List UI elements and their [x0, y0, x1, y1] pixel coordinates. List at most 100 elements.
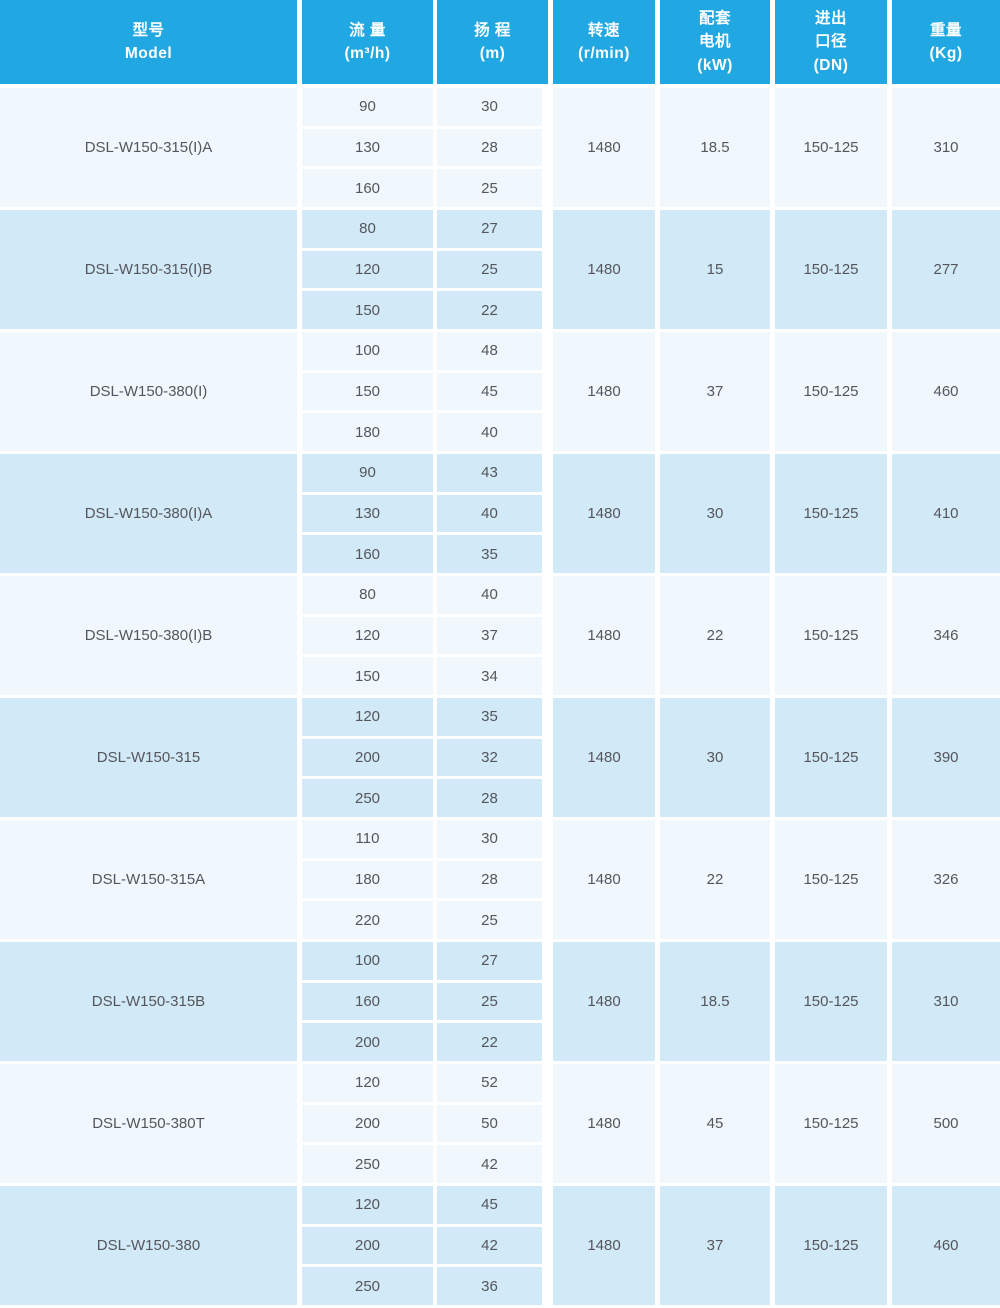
flow-cell: 120 [302, 1064, 433, 1102]
dn-cell: 150-125 [775, 820, 887, 939]
motor-cell: 37 [660, 332, 770, 451]
flow-cell: 120 [302, 1186, 433, 1224]
dn-cell: 150-125 [775, 454, 887, 573]
dn-cell: 150-125 [775, 88, 887, 207]
table-header-row: 型号 Model 流 量 (m³/h) 扬 程 (m) 转速 (r/min) 配… [0, 0, 1000, 84]
head-cell: 42 [437, 1226, 542, 1265]
weight-cell: 326 [892, 820, 1000, 939]
motor-cell: 45 [660, 1064, 770, 1183]
flow-cell: 160 [302, 982, 433, 1021]
speed-cell: 1480 [553, 942, 655, 1061]
flow-cell: 130 [302, 128, 433, 167]
speed-cell: 1480 [553, 1064, 655, 1183]
head-cell: 52 [437, 1064, 542, 1102]
weight-cell: 410 [892, 454, 1000, 573]
head-cell: 25 [437, 901, 542, 939]
head-cell: 42 [437, 1145, 542, 1183]
table-row: DSL-W150-315A 110 180 220 30 28 25 1480 … [0, 820, 1000, 939]
head-cell: 27 [437, 942, 542, 980]
head-cell: 40 [437, 494, 542, 533]
head-cell: 27 [437, 210, 542, 248]
flow-cell: 100 [302, 332, 433, 370]
table-row: DSL-W150-380 120 200 250 45 42 36 1480 3… [0, 1186, 1000, 1305]
motor-cell: 30 [660, 454, 770, 573]
header-speed: 转速 (r/min) [553, 0, 655, 84]
model-cell: DSL-W150-315B [0, 942, 297, 1061]
table-row: DSL-W150-315 120 200 250 35 32 28 1480 3… [0, 698, 1000, 817]
head-cell: 43 [437, 454, 542, 492]
motor-cell: 37 [660, 1186, 770, 1305]
model-cell: DSL-W150-315(I)B [0, 210, 297, 329]
flow-cell: 120 [302, 698, 433, 736]
flow-cell: 150 [302, 657, 433, 695]
flow-cell: 160 [302, 169, 433, 207]
weight-cell: 346 [892, 576, 1000, 695]
head-cell: 25 [437, 169, 542, 207]
table-row: DSL-W150-380(I)B 80 120 150 40 37 34 148… [0, 576, 1000, 695]
flow-cell: 100 [302, 942, 433, 980]
model-cell: DSL-W150-380(I) [0, 332, 297, 451]
dn-cell: 150-125 [775, 942, 887, 1061]
head-cell: 28 [437, 860, 542, 899]
head-cell: 35 [437, 535, 542, 573]
dn-cell: 150-125 [775, 1186, 887, 1305]
header-flow: 流 量 (m³/h) [302, 0, 433, 84]
header-weight: 重量 (Kg) [892, 0, 1000, 84]
flow-cell: 120 [302, 250, 433, 289]
flow-cell: 80 [302, 576, 433, 614]
model-cell: DSL-W150-315(I)A [0, 88, 297, 207]
flow-cell: 200 [302, 738, 433, 777]
speed-cell: 1480 [553, 576, 655, 695]
table-row: DSL-W150-315(I)A 90 130 160 30 28 25 148… [0, 88, 1000, 207]
header-motor: 配套 电机 (kW) [660, 0, 770, 84]
weight-cell: 500 [892, 1064, 1000, 1183]
model-cell: DSL-W150-380(I)B [0, 576, 297, 695]
flow-cell: 180 [302, 413, 433, 451]
header-dn: 进出 口径 (DN) [775, 0, 887, 84]
head-cell: 48 [437, 332, 542, 370]
table-row: DSL-W150-380(I)A 90 130 160 43 40 35 148… [0, 454, 1000, 573]
head-cell: 35 [437, 698, 542, 736]
head-cell: 34 [437, 657, 542, 695]
dn-cell: 150-125 [775, 698, 887, 817]
head-cell: 22 [437, 291, 542, 329]
speed-cell: 1480 [553, 210, 655, 329]
speed-cell: 1480 [553, 1186, 655, 1305]
flow-cell: 90 [302, 88, 433, 126]
motor-cell: 22 [660, 576, 770, 695]
flow-cell: 200 [302, 1023, 433, 1061]
motor-cell: 15 [660, 210, 770, 329]
head-cell: 30 [437, 820, 542, 858]
model-cell: DSL-W150-315A [0, 820, 297, 939]
head-cell: 37 [437, 616, 542, 655]
motor-cell: 22 [660, 820, 770, 939]
speed-cell: 1480 [553, 88, 655, 207]
motor-cell: 18.5 [660, 942, 770, 1061]
motor-cell: 18.5 [660, 88, 770, 207]
speed-cell: 1480 [553, 698, 655, 817]
flow-cell: 130 [302, 494, 433, 533]
flow-cell: 200 [302, 1226, 433, 1265]
dn-cell: 150-125 [775, 332, 887, 451]
weight-cell: 310 [892, 942, 1000, 1061]
head-cell: 50 [437, 1104, 542, 1143]
flow-cell: 200 [302, 1104, 433, 1143]
model-cell: DSL-W150-380 [0, 1186, 297, 1305]
head-cell: 25 [437, 250, 542, 289]
flow-cell: 110 [302, 820, 433, 858]
head-cell: 45 [437, 372, 542, 411]
head-cell: 40 [437, 576, 542, 614]
dn-cell: 150-125 [775, 210, 887, 329]
flow-cell: 120 [302, 616, 433, 655]
flow-cell: 250 [302, 779, 433, 817]
table-row: DSL-W150-380(I) 100 150 180 48 45 40 148… [0, 332, 1000, 451]
head-cell: 32 [437, 738, 542, 777]
head-cell: 25 [437, 982, 542, 1021]
weight-cell: 277 [892, 210, 1000, 329]
weight-cell: 460 [892, 1186, 1000, 1305]
weight-cell: 310 [892, 88, 1000, 207]
head-cell: 30 [437, 88, 542, 126]
head-cell: 36 [437, 1267, 542, 1305]
table-row: DSL-W150-380T 120 200 250 52 50 42 1480 … [0, 1064, 1000, 1183]
